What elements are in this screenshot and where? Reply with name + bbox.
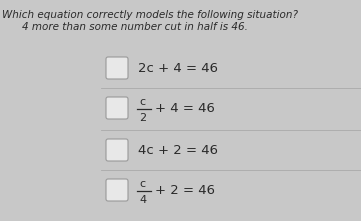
Text: c: c [139, 97, 145, 107]
Text: 4 more than some number cut in half is 46.: 4 more than some number cut in half is 4… [22, 22, 248, 32]
FancyBboxPatch shape [106, 139, 128, 161]
Text: + 2 = 46: + 2 = 46 [155, 183, 215, 196]
Text: 4c + 2 = 46: 4c + 2 = 46 [138, 143, 218, 156]
Text: c: c [139, 179, 145, 189]
FancyBboxPatch shape [106, 97, 128, 119]
Text: 2: 2 [139, 113, 146, 123]
Text: 4: 4 [139, 195, 146, 205]
Text: + 4 = 46: + 4 = 46 [155, 101, 215, 114]
FancyBboxPatch shape [106, 57, 128, 79]
Text: 2c + 4 = 46: 2c + 4 = 46 [138, 61, 218, 74]
FancyBboxPatch shape [106, 179, 128, 201]
Text: Which equation correctly models the following situation?: Which equation correctly models the foll… [2, 10, 298, 20]
